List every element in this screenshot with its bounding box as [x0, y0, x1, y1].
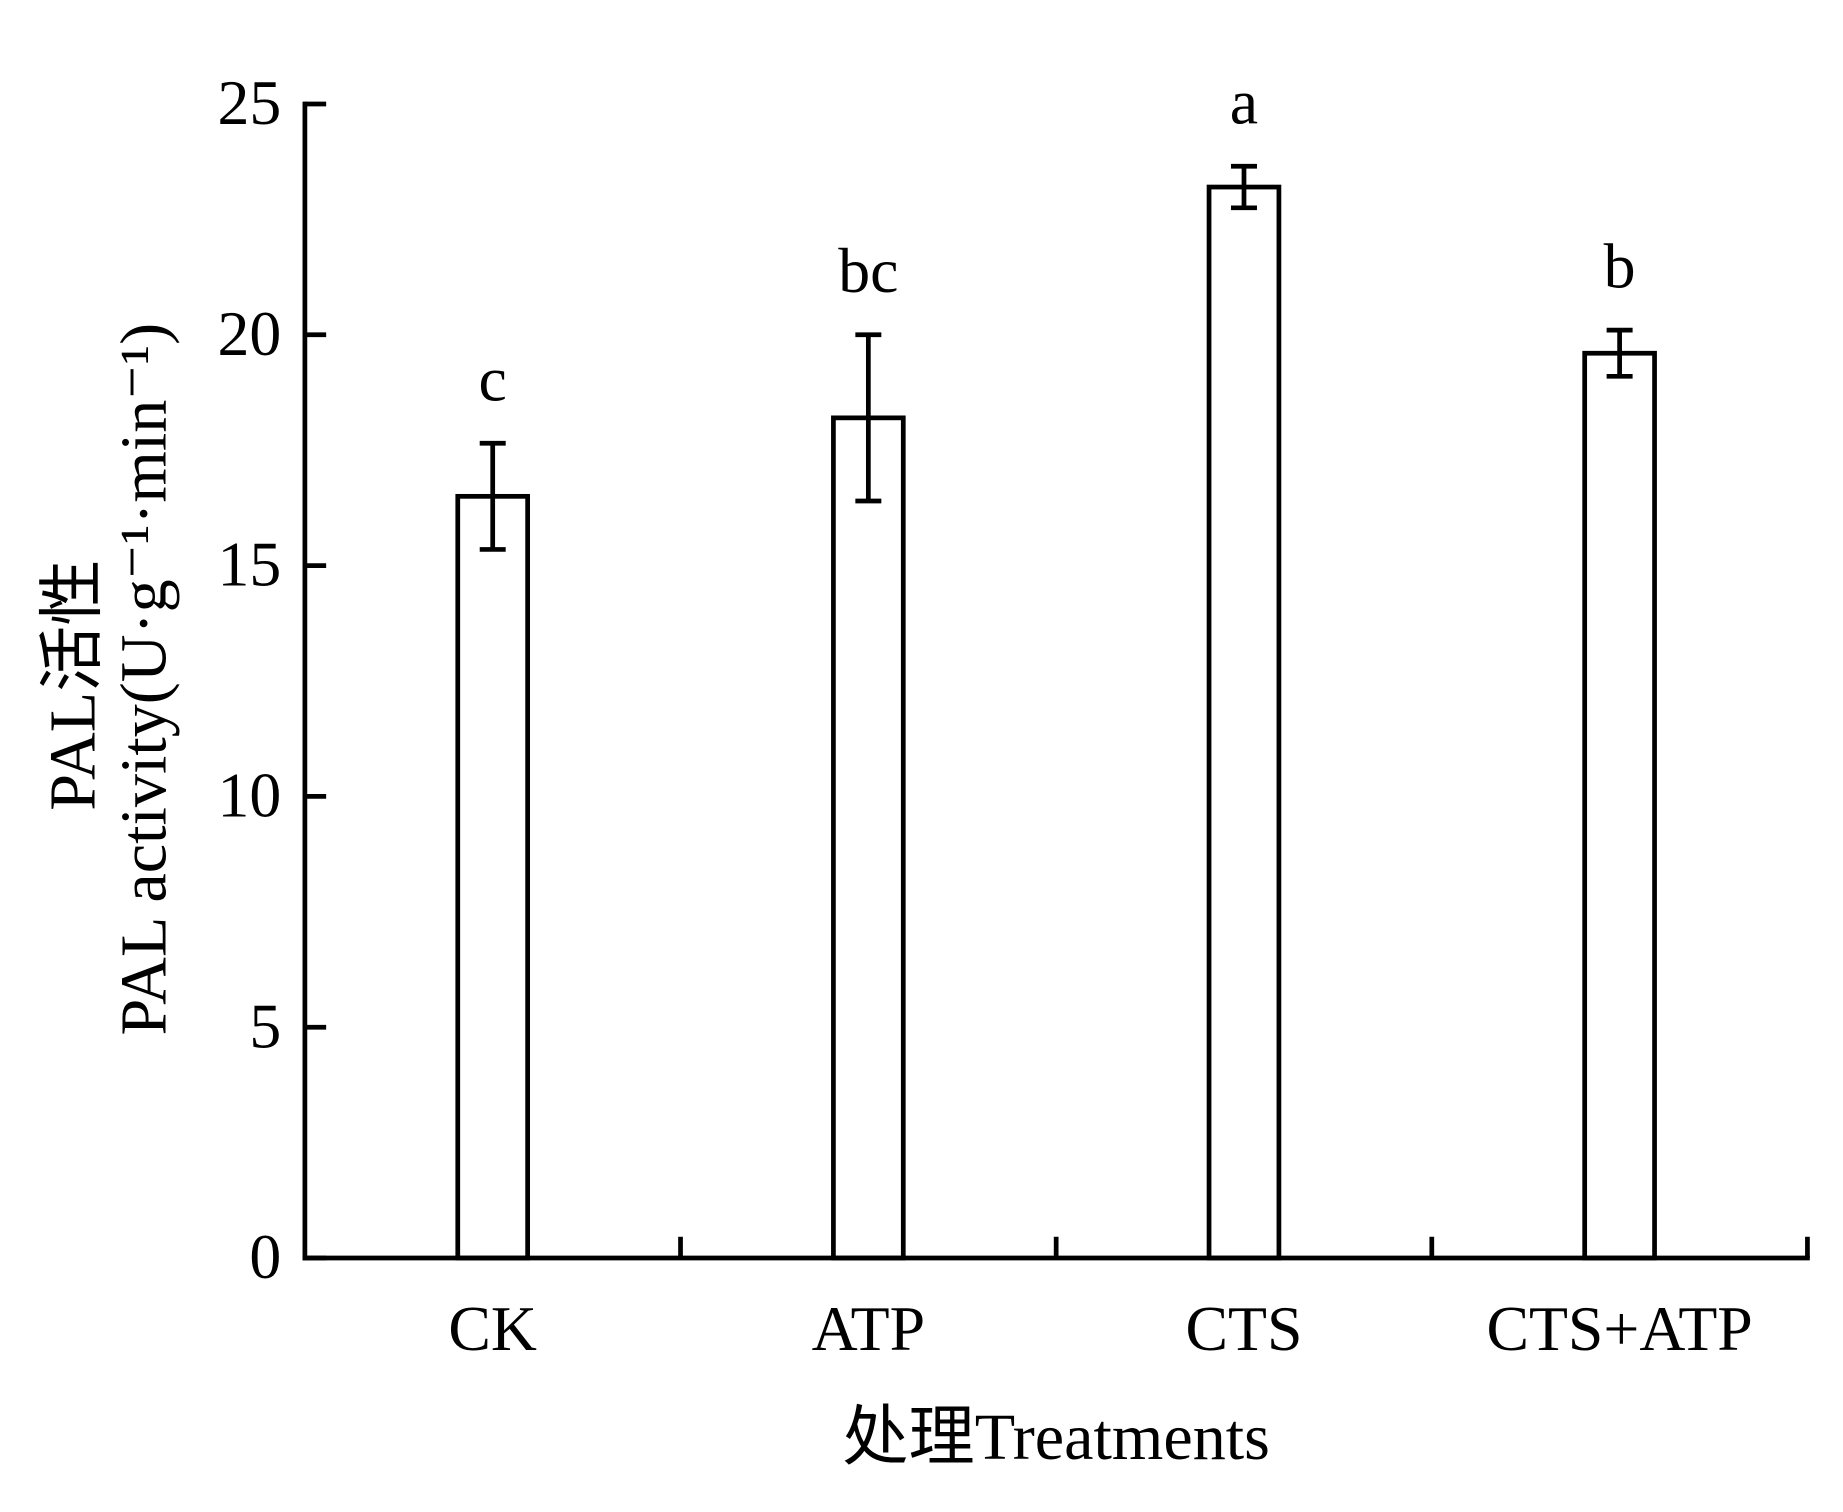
y-axis-title-line-2: PAL activity(U·g⁻¹·min⁻¹) [108, 323, 181, 1036]
significance-label: a [1230, 67, 1258, 138]
bar [1206, 184, 1282, 1261]
y-tick-label: 5 [249, 990, 281, 1061]
y-tick-label: 0 [249, 1221, 281, 1292]
y-tick-label: 25 [217, 67, 281, 138]
bar [1582, 350, 1657, 1261]
x-category-label: CK [448, 1293, 537, 1364]
significance-label: c [479, 344, 507, 415]
x-category-label: CTS [1186, 1293, 1303, 1364]
x-category-label: ATP [812, 1293, 925, 1364]
bar [455, 493, 531, 1261]
chart-marks: 0 5 10 15 20 25 c CK bc ATP a CTS b CTS+ATP [217, 67, 1810, 1364]
y-tick-label: 15 [217, 529, 281, 600]
y-tick-label: 20 [217, 298, 281, 369]
x-category-label: CTS+ATP [1486, 1293, 1752, 1364]
y-axis-title-line-1: PAL活性 [37, 560, 110, 811]
x-axis-title: 处理Treatments [842, 1401, 1269, 1474]
significance-label: bc [838, 235, 898, 306]
y-tick-label: 10 [217, 759, 281, 830]
bar [831, 415, 906, 1261]
significance-label: b [1604, 231, 1636, 302]
